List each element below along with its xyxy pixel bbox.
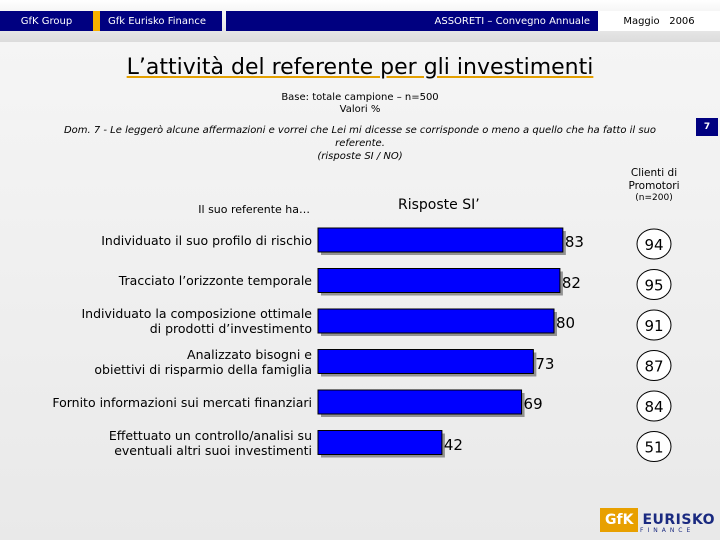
row-header: Il suo referente ha… bbox=[198, 203, 310, 216]
comparison-value-label: 51 bbox=[644, 439, 663, 457]
comparison-value-label: 87 bbox=[644, 358, 663, 376]
bar-value-label: 42 bbox=[443, 435, 463, 454]
category-label: Tracciato l’orizzonte temporale bbox=[12, 273, 312, 288]
chart-title: L’attività del referente per gli investi… bbox=[126, 55, 594, 80]
gfk-eurisko-logo: GfK EURISKO bbox=[600, 505, 715, 535]
comparison-circle bbox=[636, 309, 672, 341]
category-label-line: Fornito informazioni sui mercati finanzi… bbox=[52, 394, 312, 410]
category-label: Analizzato bisogni e obiettivi di risparm… bbox=[12, 347, 312, 377]
bar bbox=[317, 308, 555, 334]
unit-line: Valori % bbox=[339, 104, 381, 115]
bar bbox=[317, 349, 534, 374]
page-number: 7 bbox=[696, 118, 718, 136]
bar-value-label: 80 bbox=[556, 314, 576, 332]
bar bbox=[317, 389, 523, 415]
date-label: Maggio 2006 bbox=[598, 11, 720, 31]
bar-value-label: 83 bbox=[564, 233, 584, 251]
comparison-value-label: 84 bbox=[644, 398, 663, 416]
comparison-value-label: 95 bbox=[644, 277, 663, 295]
bar-value-label: 82 bbox=[561, 273, 581, 292]
bar bbox=[317, 430, 443, 455]
bar bbox=[317, 268, 561, 293]
logo-eurisko: EURISKO bbox=[642, 512, 716, 528]
event-label: ASSORETI – Convegno Annuale bbox=[226, 11, 598, 31]
comparison-n: (n=200) bbox=[635, 193, 673, 203]
logo-gfk: GfK bbox=[600, 508, 639, 532]
category-label: Fornito informazioni sui mercati finanzi… bbox=[12, 395, 312, 410]
category-label-line: Individuato la composizione ottimale bbox=[81, 306, 313, 321]
series-header: Risposte SI’ bbox=[398, 197, 480, 213]
category-label: Effettuato un controllo/analisi su eventu… bbox=[12, 428, 312, 458]
comparison-header: Clienti di Promotori bbox=[628, 167, 680, 192]
question-text: Dom. 7 - Le leggerò alcune affermazioni … bbox=[40, 124, 680, 163]
category-label: Individuato il suo profilo di rischio bbox=[12, 233, 312, 248]
category-label-line: eventuali altri suoi investimenti bbox=[114, 442, 312, 458]
category-label-line: Analizzato bisogni e bbox=[187, 346, 312, 362]
category-label: Individuato la composizione ottimale di p… bbox=[12, 306, 313, 336]
category-label-line: Individuato il suo profilo di rischio bbox=[101, 232, 312, 248]
bar-value-label: 73 bbox=[535, 354, 555, 373]
category-label-line: obiettivi di risparmio della famiglia bbox=[94, 361, 312, 377]
category-label-line: di prodotti d’investimento bbox=[149, 321, 312, 336]
bar bbox=[317, 227, 564, 253]
comparison-circle bbox=[636, 228, 672, 260]
comparison-value-label: 94 bbox=[644, 236, 663, 254]
comparison-circle bbox=[636, 390, 672, 422]
comparison-circle bbox=[636, 269, 672, 300]
category-label-line: Tracciato l’orizzonte temporale bbox=[118, 273, 312, 288]
question-line-2: (risposte SI / NO) bbox=[317, 151, 403, 162]
logo-finance: FINANCE bbox=[640, 527, 695, 534]
header-accent bbox=[93, 11, 100, 31]
org-label: Gfk Eurisko Finance bbox=[100, 11, 222, 31]
comparison-value-label: 91 bbox=[644, 317, 663, 335]
base-line: Base: totale campione – n=500 bbox=[281, 92, 439, 103]
comparison-circle bbox=[636, 350, 672, 381]
brand-label: GfK Group bbox=[0, 11, 93, 31]
question-line-1: Dom. 7 - Le leggerò alcune affermazioni … bbox=[63, 125, 657, 149]
comparison-circle bbox=[636, 431, 672, 462]
category-label-line: Effettuato un controllo/analisi su bbox=[108, 427, 312, 443]
bar-value-label: 69 bbox=[523, 395, 543, 413]
